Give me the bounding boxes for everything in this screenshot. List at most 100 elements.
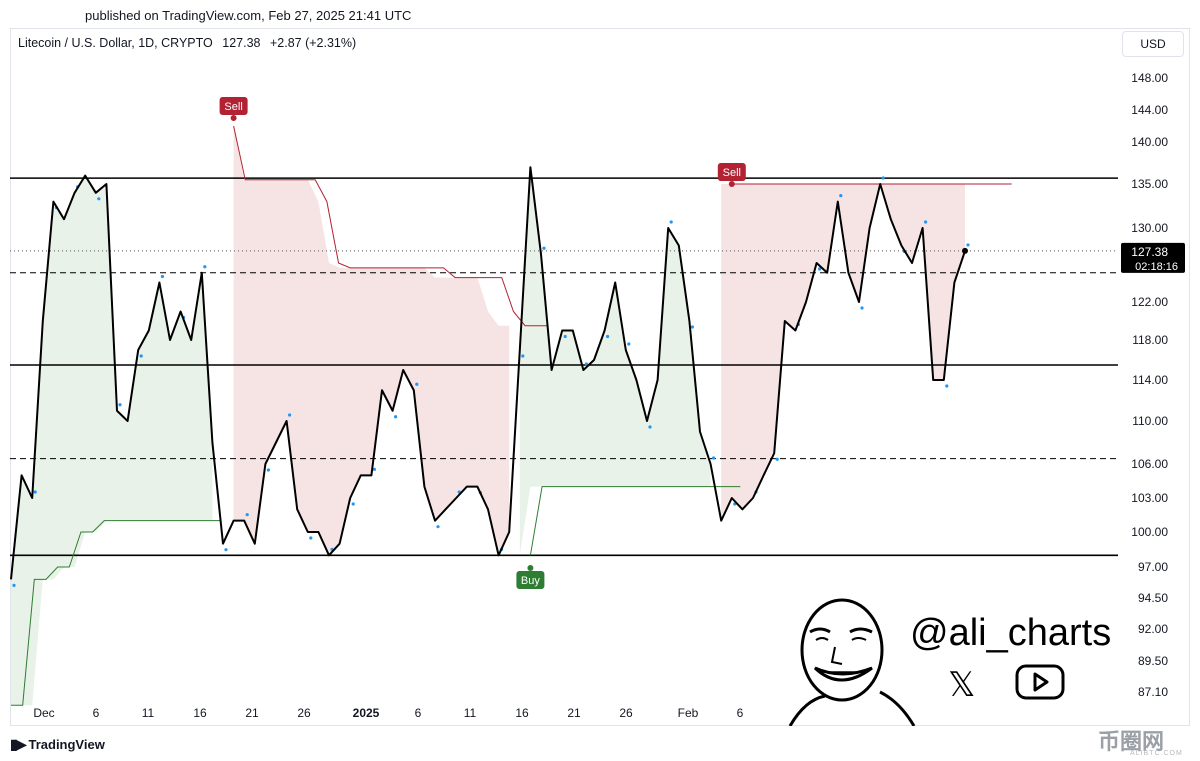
tradingview-logo[interactable]: ▮▶ TradingView — [10, 736, 105, 753]
last-price: 127.38 — [222, 36, 261, 50]
stop-dot-72 — [775, 457, 779, 461]
countdown-tag: 02:18:16 — [1135, 261, 1178, 273]
stop-dot-22 — [245, 513, 249, 517]
x-tick-11: 26 — [619, 706, 633, 720]
stop-dot-12 — [139, 354, 143, 358]
uptrend-fill-1 — [11, 175, 213, 706]
y-tick-16: 89.50 — [1138, 654, 1168, 668]
y-tick-17: 87.10 — [1138, 685, 1168, 699]
stop-dot-32 — [351, 502, 355, 506]
stop-dot-54 — [584, 362, 589, 366]
stop-dot-78 — [839, 194, 843, 198]
support-stop-line — [11, 520, 221, 706]
y-tick-6: 122.00 — [1131, 295, 1168, 309]
x-axis: Dec 6 11 16 21 26 2025 6 11 16 21 26 Feb 6 — [33, 706, 743, 720]
stop-dot-20 — [224, 548, 228, 552]
stop-dot-50 — [542, 246, 546, 250]
cartoon-face-icon — [788, 598, 916, 726]
y-tick-13: 97.00 — [1138, 560, 1168, 574]
stop-dot-24 — [266, 468, 270, 472]
stop-dot-64 — [690, 325, 695, 329]
x-tick-6: 2025 — [353, 706, 380, 720]
y-tick-3: 135.00 — [1131, 177, 1168, 191]
downtrend-fill-1 — [233, 126, 510, 556]
signal-label-2: Sell — [723, 167, 741, 179]
watermark-sub: ALIBTC.COM — [1130, 750, 1183, 757]
stop-dot-60 — [648, 425, 652, 429]
stop-dot-38 — [415, 382, 419, 386]
stop-dot-48 — [521, 354, 525, 358]
stop-dot-52 — [563, 334, 567, 339]
signal-label-1: Buy — [521, 575, 540, 587]
signal-badge-1 — [516, 571, 545, 589]
stop-lines — [11, 125, 1012, 706]
x-tick-0: Dec — [33, 706, 54, 720]
resistance-stop-line — [233, 125, 549, 327]
signal-point-1 — [527, 565, 534, 571]
price-tag — [1121, 242, 1185, 273]
stop-dot-0 — [12, 583, 16, 588]
signal-badge-2 — [717, 163, 746, 181]
stop-dot-36 — [394, 415, 398, 419]
y-tick-4: 130.00 — [1131, 221, 1168, 235]
y-tick-14: 94.50 — [1138, 591, 1168, 605]
signal-point-2 — [728, 181, 735, 187]
y-tick-2: 140.00 — [1131, 135, 1168, 149]
buy-stop-line — [529, 486, 741, 556]
stop-dot-76 — [818, 267, 822, 271]
x-tick-3: 16 — [193, 706, 207, 720]
stop-dot-2 — [33, 490, 37, 494]
stop-dot-34 — [372, 467, 376, 471]
y-tick-15: 92.00 — [1138, 622, 1168, 636]
symbol-name: Litecoin / U.S. Dollar, 1D, CRYPTO — [18, 36, 213, 50]
currency-button[interactable]: USD — [1122, 31, 1184, 57]
published-note: published on TradingView.com, Feb 27, 20… — [85, 8, 412, 23]
stop-dot-62 — [669, 220, 673, 224]
x-tick-2: 11 — [142, 706, 155, 720]
price-change: +2.87 (+2.31%) — [269, 36, 357, 50]
author-handle: @ali_charts — [910, 612, 1112, 654]
stop-dot-56 — [606, 334, 610, 339]
stop-dot-26 — [288, 413, 292, 417]
youtube-icon — [1015, 663, 1065, 710]
stop-dot-10 — [118, 403, 122, 407]
horizontal-levels — [10, 177, 1118, 557]
y-tick-0: 148.00 — [1131, 71, 1168, 85]
y-tick-9: 110.00 — [1132, 414, 1168, 428]
x-tick-5: 26 — [297, 706, 311, 720]
last-price-point — [962, 247, 968, 254]
x-tick-9: 16 — [515, 706, 529, 720]
symbol-legend[interactable]: Litecoin / U.S. Dollar, 1D, CRYPTO 127.3… — [18, 36, 356, 50]
x-tick-13: 6 — [737, 706, 744, 720]
uptrend-fill-2 — [519, 167, 711, 556]
y-tick-11: 103.00 — [1131, 491, 1168, 505]
signal-point-0 — [230, 115, 237, 121]
stop-dot-86 — [924, 220, 928, 224]
stop-dot-58 — [627, 342, 631, 346]
price-tag-value: 127.38 — [1131, 245, 1168, 259]
signal-label-0: Sell — [224, 101, 242, 113]
trend-fills — [11, 126, 965, 706]
stop-dot-18 — [203, 265, 207, 269]
stop-dot-80 — [860, 306, 864, 310]
stop-dot-8 — [97, 197, 101, 201]
brand-text: TradingView — [28, 737, 105, 752]
stop-dot-14 — [160, 274, 164, 279]
y-tick-10: 106.00 — [1131, 457, 1168, 471]
x-tick-8: 11 — [464, 706, 477, 720]
watermark: 币圈网 — [1098, 729, 1165, 754]
x-tick-12: Feb — [678, 706, 699, 720]
stop-dot-82 — [881, 176, 885, 180]
y-axis: 148.00144.00140.00135.00130.00126.00122.… — [1121, 71, 1185, 699]
stop-dot-40 — [436, 525, 440, 529]
tradingview-mark-icon: ▮▶ — [10, 736, 27, 752]
y-tick-8: 114.00 — [1132, 373, 1168, 387]
stop-dot-90 — [966, 243, 970, 247]
price-line — [10, 166, 966, 580]
x-tick-7: 6 — [415, 706, 422, 720]
stop-dot-28 — [309, 536, 313, 540]
x-logo-icon: 𝕏 — [948, 666, 976, 704]
x-tick-10: 21 — [567, 706, 581, 720]
downtrend-fill-2 — [721, 184, 965, 521]
